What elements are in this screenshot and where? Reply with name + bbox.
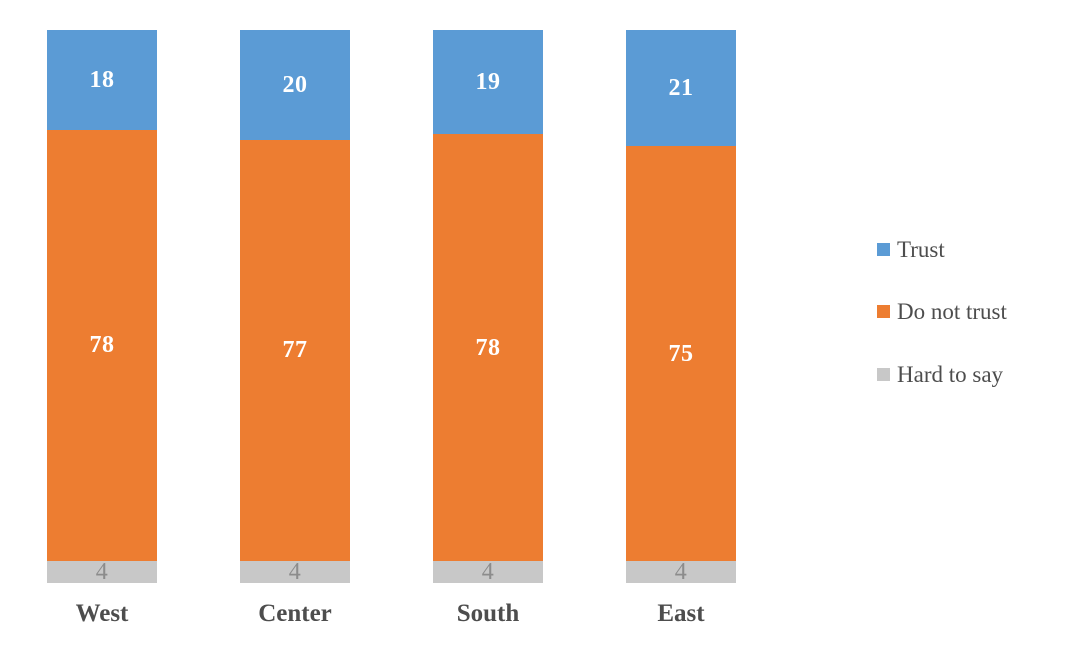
- data-label-hard-to-say-center: 4: [288, 559, 302, 586]
- data-label-hard-to-say-west: 4: [95, 558, 109, 585]
- data-label-trust-center: 20: [282, 71, 308, 98]
- legend-label-do-not-trust: Do not trust: [897, 299, 1007, 325]
- bar-west-segment-hard-to-say: 4: [47, 558, 157, 585]
- legend: Trust Do not trust Hard to say: [877, 237, 1007, 387]
- bar-south-segment-hard-to-say: 4: [433, 559, 543, 586]
- legend-label-hard-to-say: Hard to say: [897, 361, 1004, 387]
- bar-east-segment-trust: 21: [626, 30, 736, 147]
- data-label-trust-east: 21: [668, 75, 694, 102]
- bar-east: 21 75 4: [626, 30, 736, 585]
- category-label-west: West: [75, 600, 129, 627]
- bar-east-segment-do-not-trust: 75: [626, 146, 736, 561]
- category-label-south: South: [456, 600, 520, 627]
- legend-item-hard-to-say: Hard to say: [877, 362, 1007, 387]
- data-label-trust-south: 19: [475, 69, 501, 96]
- legend-item-trust: Trust: [877, 237, 1007, 262]
- bar-west-segment-do-not-trust: 78: [47, 129, 157, 561]
- category-label-east: East: [657, 600, 705, 627]
- bar-south-segment-do-not-trust: 78: [433, 134, 543, 562]
- data-label-do-not-trust-south: 78: [475, 334, 501, 361]
- legend-swatch-do-not-trust-icon: [877, 305, 890, 319]
- data-label-trust-west: 18: [89, 66, 115, 93]
- bar-south: 19 78 4: [433, 30, 543, 586]
- data-label-hard-to-say-south: 4: [481, 559, 495, 586]
- legend-swatch-trust-icon: [877, 243, 890, 257]
- legend-label-trust: Trust: [897, 237, 945, 262]
- data-label-do-not-trust-center: 77: [282, 337, 308, 364]
- data-label-do-not-trust-west: 78: [89, 332, 115, 359]
- data-label-do-not-trust-east: 75: [668, 340, 694, 367]
- bar-south-segment-trust: 19: [433, 30, 543, 135]
- bar-center-segment-do-not-trust: 77: [240, 139, 350, 562]
- bar-center-segment-hard-to-say: 4: [240, 559, 350, 586]
- bar-west: 18 78 4: [47, 30, 157, 585]
- data-label-hard-to-say-east: 4: [674, 558, 688, 585]
- legend-item-do-not-trust: Do not trust: [877, 299, 1007, 324]
- bar-east-segment-hard-to-say: 4: [626, 558, 736, 585]
- category-label-center: Center: [258, 600, 332, 627]
- bar-center: 20 77 4: [240, 30, 350, 586]
- bar-west-segment-trust: 18: [47, 30, 157, 130]
- legend-swatch-hard-to-say-icon: [877, 367, 890, 381]
- bar-center-segment-trust: 20: [240, 30, 350, 140]
